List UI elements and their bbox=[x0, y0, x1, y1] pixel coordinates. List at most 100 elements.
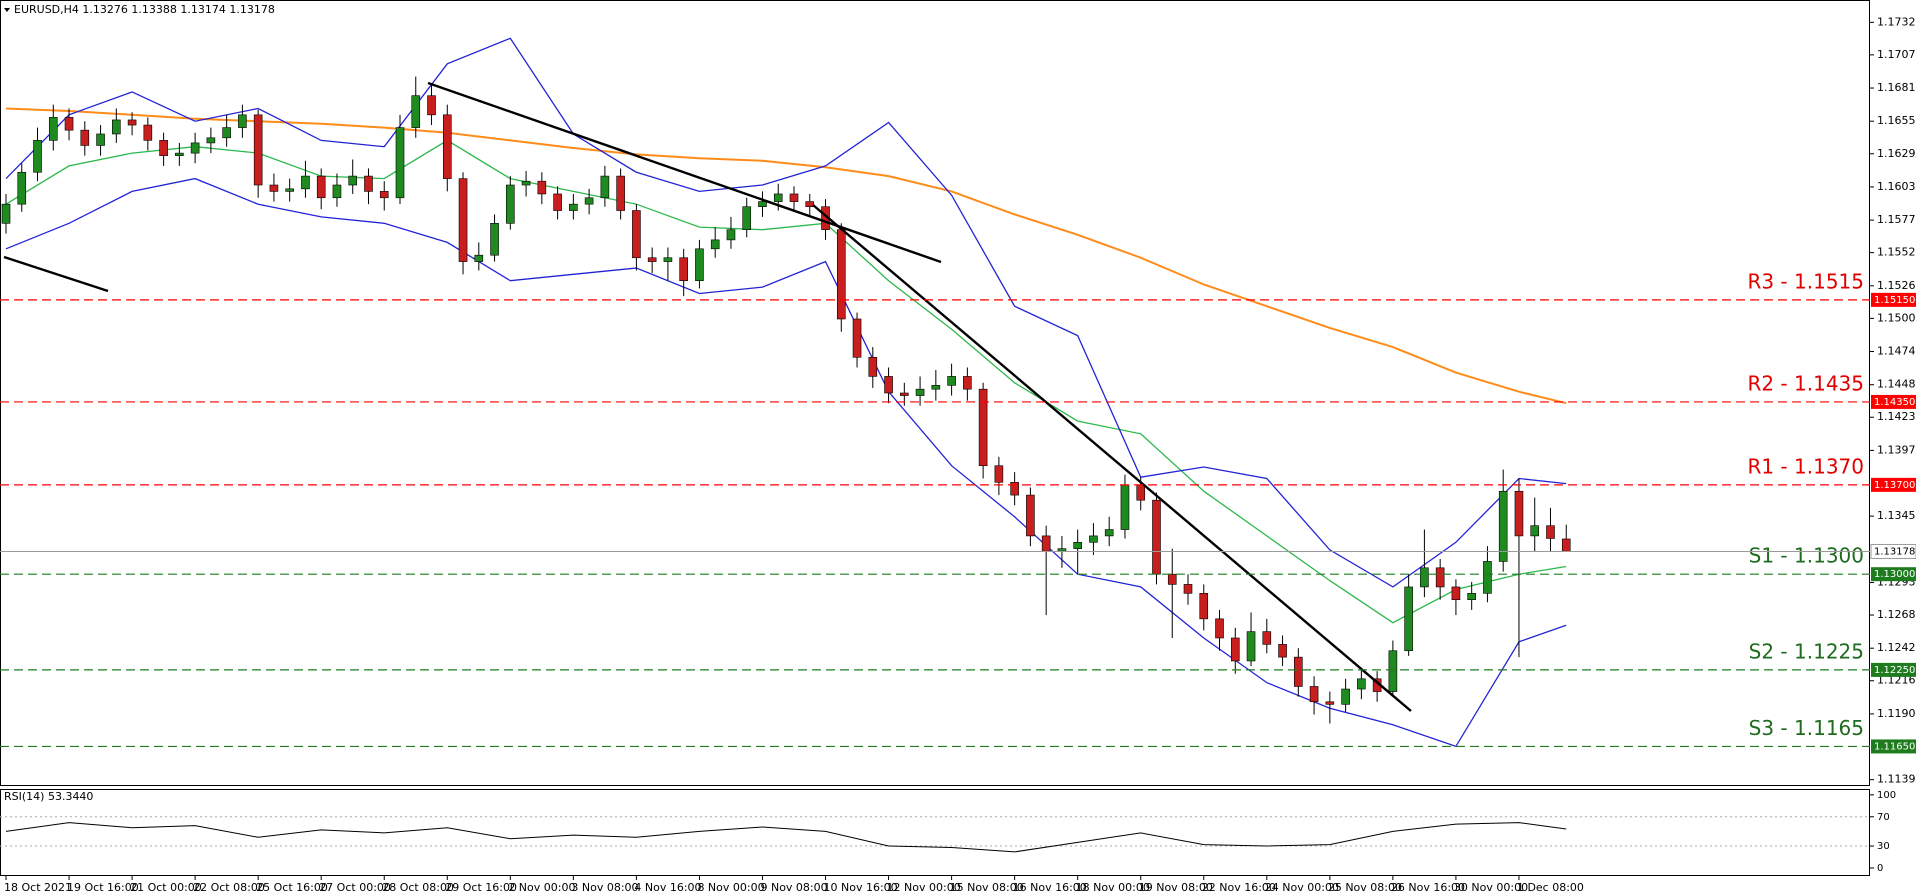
candle-body bbox=[206, 137, 216, 144]
candle-body bbox=[1451, 586, 1461, 601]
candle-body bbox=[96, 133, 105, 146]
candle-body bbox=[159, 140, 168, 156]
candle-body bbox=[1262, 631, 1272, 645]
level-axis-label: 1.13700 bbox=[1874, 480, 1915, 491]
candle-body bbox=[301, 175, 310, 190]
trendline bbox=[427, 81, 942, 264]
x-tick-label: 12 Nov 00:00 bbox=[887, 881, 961, 894]
y-tick-label: 1.12420 bbox=[1877, 641, 1916, 654]
x-tick-label: 10 Nov 16:00 bbox=[824, 881, 898, 894]
candle-body bbox=[64, 117, 74, 131]
candle-body bbox=[1026, 494, 1035, 537]
level-axis-box bbox=[1871, 662, 1916, 677]
candle-body bbox=[490, 222, 499, 256]
x-tick-label: 25 Oct 16:00 bbox=[256, 881, 328, 894]
candle-body bbox=[1357, 678, 1366, 690]
candle-body bbox=[632, 210, 641, 259]
candle-body bbox=[836, 229, 846, 320]
candle-body bbox=[190, 142, 200, 154]
indicator-line bbox=[5, 139, 1567, 624]
y-tick-label: 1.14485 bbox=[1877, 378, 1916, 391]
candle-body bbox=[1, 203, 11, 224]
candle-body bbox=[1057, 548, 1067, 552]
candle-body bbox=[1167, 573, 1177, 585]
x-tick-label: 16 Nov 16:00 bbox=[1013, 881, 1087, 894]
candle-body bbox=[506, 184, 515, 224]
candle-body bbox=[1483, 561, 1492, 594]
level-axis-label: 1.12250 bbox=[1874, 665, 1915, 676]
x-tick-label: 19 Nov 08:00 bbox=[1139, 881, 1213, 894]
candle-body bbox=[427, 95, 436, 116]
trendline bbox=[3, 255, 109, 293]
candle-body bbox=[127, 119, 137, 126]
x-tick-label: 18 Oct 2021 bbox=[4, 881, 72, 894]
candle-body bbox=[80, 129, 90, 146]
y-tick-label: 1.11390 bbox=[1877, 773, 1916, 786]
candle-body bbox=[789, 193, 799, 202]
y-tick-label: 1.16550 bbox=[1877, 114, 1916, 127]
candle-body bbox=[316, 175, 326, 199]
indicators bbox=[5, 37, 1567, 748]
candle-body bbox=[1183, 584, 1193, 594]
candle-body bbox=[1278, 644, 1287, 658]
y-tick-label: 1.15775 bbox=[1877, 213, 1916, 226]
candle-body bbox=[553, 193, 562, 211]
candle-body bbox=[143, 124, 153, 141]
y-tick-label: 1.14230 bbox=[1877, 410, 1916, 423]
x-tick-label: 21 Oct 00:00 bbox=[130, 881, 202, 894]
candle-body bbox=[1404, 586, 1413, 652]
indicator-line bbox=[5, 37, 1567, 588]
candle-body bbox=[663, 257, 673, 262]
candle-body bbox=[616, 175, 625, 211]
candle-body bbox=[474, 254, 484, 262]
candle-body bbox=[379, 191, 389, 199]
candle-body bbox=[285, 188, 294, 192]
candle-body bbox=[1152, 499, 1161, 575]
level-label: R2 - 1.1435 bbox=[1747, 371, 1864, 395]
candle-body bbox=[1530, 525, 1540, 537]
candle-body bbox=[884, 376, 893, 394]
y-tick-label: 1.16035 bbox=[1877, 180, 1916, 193]
candle-body bbox=[1341, 688, 1350, 705]
x-tick-label: 27 Oct 00:00 bbox=[319, 881, 391, 894]
trendline bbox=[812, 204, 1412, 712]
y-tick-label: 1.16810 bbox=[1877, 81, 1916, 94]
level-label: S2 - 1.1225 bbox=[1749, 639, 1864, 663]
level-axis-label: 1.13000 bbox=[1874, 569, 1915, 580]
candle-body bbox=[48, 117, 58, 141]
candle-body bbox=[1514, 490, 1524, 537]
candle-body bbox=[773, 193, 783, 202]
level-axis-box bbox=[1871, 394, 1916, 409]
candle-body bbox=[442, 114, 452, 179]
x-tick-label: 18 Nov 00:00 bbox=[1076, 881, 1150, 894]
y-tick-label: 1.16295 bbox=[1877, 147, 1916, 160]
candle-body bbox=[1041, 535, 1051, 552]
y-tick-label: 1.12165 bbox=[1877, 674, 1916, 687]
candle-body bbox=[1309, 686, 1319, 703]
candle-body bbox=[1104, 529, 1114, 537]
indicator-line bbox=[5, 107, 1567, 405]
candle-body bbox=[1136, 484, 1146, 501]
level-label: R3 - 1.1515 bbox=[1747, 269, 1864, 293]
last-price-label: 1.13178 bbox=[1874, 546, 1915, 557]
candle-body bbox=[994, 465, 1004, 483]
candle-body bbox=[726, 229, 736, 241]
candle-body bbox=[537, 180, 547, 195]
x-tick-label: 25 Nov 08:00 bbox=[1328, 881, 1402, 894]
candle-body bbox=[1467, 593, 1476, 601]
candle-body bbox=[33, 140, 42, 173]
candle-body bbox=[1420, 567, 1429, 588]
candle-body bbox=[915, 388, 925, 396]
candle-body bbox=[569, 203, 578, 211]
x-tick-label: 24 Nov 00:00 bbox=[1265, 881, 1339, 894]
candle-body bbox=[1230, 637, 1240, 662]
candle-body bbox=[1498, 490, 1508, 562]
candle-body bbox=[1120, 484, 1130, 530]
rsi-tick-label: 70 bbox=[1877, 812, 1890, 823]
candle-body bbox=[1325, 701, 1335, 705]
x-tick-label: 29 Oct 16:00 bbox=[445, 881, 517, 894]
level-label: S1 - 1.1300 bbox=[1749, 544, 1864, 568]
candle-body bbox=[647, 257, 657, 262]
indicator-line bbox=[5, 177, 1567, 748]
menu-arrow bbox=[4, 8, 10, 12]
